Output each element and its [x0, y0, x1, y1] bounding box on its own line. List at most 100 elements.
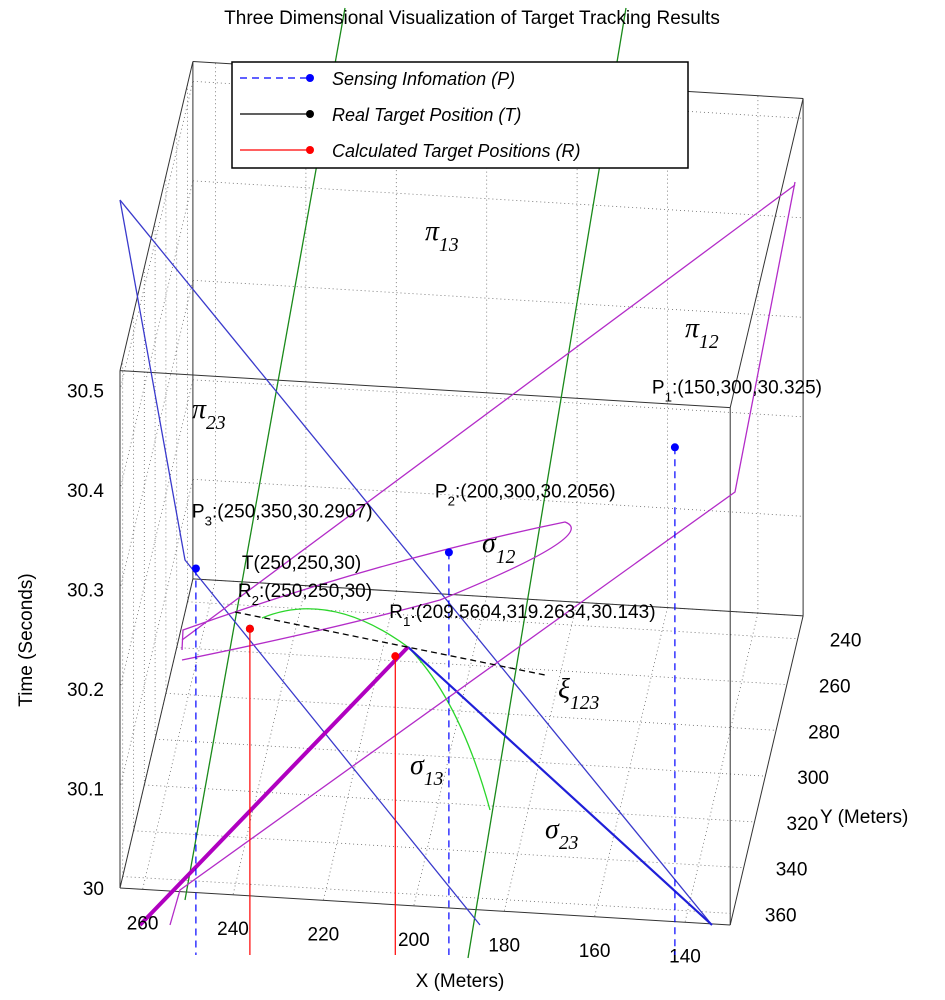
legend-marker — [306, 146, 314, 154]
subscript: 2 — [252, 592, 259, 607]
plane-label: π12 — [685, 313, 719, 353]
point-label: T(250,250,30) — [242, 553, 361, 574]
data-point — [191, 564, 200, 573]
label-part: :(200,300,30.2056) — [455, 481, 616, 502]
axis-box-edge — [192, 578, 804, 617]
label-part: π — [192, 394, 207, 425]
grid-line — [594, 607, 668, 917]
plane-trace — [119, 199, 713, 926]
subscript: 12 — [699, 332, 719, 353]
point-label: R1:(209.5604,319.2634,30.143) — [389, 602, 655, 629]
plane-label: σ13 — [410, 750, 444, 790]
grid-line — [119, 280, 194, 590]
data-point — [444, 548, 453, 557]
label-part: σ — [410, 750, 425, 781]
axis-box-edge — [119, 370, 731, 409]
grid-line — [119, 81, 194, 391]
grid-line — [119, 379, 194, 690]
plane-label: ξ123 — [558, 674, 600, 714]
grid-line — [192, 279, 804, 318]
label-part: π — [685, 313, 700, 344]
grid-line — [119, 180, 194, 491]
subscript: 123 — [570, 693, 600, 714]
plane-label: π23 — [192, 394, 226, 434]
plane-trace — [119, 199, 481, 926]
grid-line — [192, 180, 804, 219]
subscript: 13 — [439, 235, 459, 256]
grid-line — [684, 613, 759, 923]
legend-marker — [306, 74, 314, 82]
subscript: 3 — [205, 513, 212, 528]
z-tick-label: 30.4 — [67, 481, 104, 502]
label-part: ξ — [558, 674, 570, 705]
label-part: :(250,350,30.2907) — [212, 502, 373, 523]
y-axis-label: Y (Meters) — [820, 807, 908, 828]
data-point — [670, 443, 679, 452]
legend-label: Calculated Target Positions (R) — [332, 141, 580, 161]
grid-line — [176, 647, 787, 685]
y-tick-label: 260 — [819, 677, 851, 698]
subscript: 12 — [496, 547, 516, 568]
grid-line — [503, 602, 578, 912]
label-part: (250,250,30) — [254, 553, 362, 574]
z-tick-label: 30.3 — [67, 581, 104, 602]
grid-line — [142, 580, 216, 890]
y-tick-label: 240 — [830, 631, 862, 652]
y-tick-label: 280 — [808, 722, 840, 743]
axis-box-edge — [119, 61, 194, 371]
point-label: R2:(250,250,30) — [238, 581, 372, 608]
intersection-curve — [261, 608, 491, 811]
subscript: 23 — [559, 833, 579, 854]
axis-box-edge — [729, 615, 804, 926]
z-tick-label: 30.1 — [67, 780, 104, 801]
grid-line — [155, 738, 766, 777]
x-axis-label: X (Meters) — [416, 971, 505, 992]
z-tick-label: 30.2 — [67, 680, 104, 701]
subscript: 1 — [403, 614, 410, 629]
label-part: :(250,250,30) — [259, 581, 372, 602]
label-part: σ — [482, 528, 497, 559]
label-part: T — [242, 553, 254, 574]
point-label: P2:(200,300,30.2056) — [435, 481, 616, 508]
label-part: P — [435, 481, 448, 502]
intersection-line — [407, 646, 713, 926]
legend-label: Real Target Position (T) — [332, 105, 521, 125]
plane-trace — [181, 184, 796, 641]
label-part: R — [238, 581, 252, 602]
z-tick-label: 30.5 — [67, 382, 104, 403]
plane-label: σ23 — [545, 814, 579, 854]
y-tick-label: 320 — [787, 814, 819, 835]
axis-box-edge — [729, 98, 804, 408]
x-tick-label: 220 — [308, 924, 340, 945]
x-tick-label: 200 — [398, 930, 430, 951]
data-point — [245, 624, 254, 633]
label-part: π — [425, 216, 440, 247]
y-tick-label: 340 — [776, 860, 808, 881]
grid-line — [413, 596, 488, 906]
plane-trace — [169, 181, 796, 926]
label-part: σ — [545, 814, 560, 845]
intersection-line — [138, 645, 410, 927]
axis-box-edge — [119, 578, 194, 889]
label-part: :(150,300,30.325) — [672, 377, 822, 398]
legend-marker — [306, 110, 314, 118]
label-part: P — [652, 377, 665, 398]
x-tick-label: 240 — [217, 919, 249, 940]
subscript: 2 — [448, 493, 455, 508]
subscript: 13 — [424, 769, 444, 790]
label-part: :(209.5604,319.2634,30.143) — [410, 602, 655, 623]
intersection-line — [234, 611, 546, 676]
z-axis-label: Time (Seconds) — [16, 573, 37, 706]
x-tick-label: 140 — [669, 946, 701, 967]
label-part: P — [192, 502, 205, 523]
grid-line — [122, 876, 733, 914]
data-point — [391, 652, 400, 661]
legend-label: Sensing Infomation (P) — [332, 69, 515, 89]
y-tick-label: 360 — [765, 906, 797, 927]
chart-title: Three Dimensional Visualization of Targe… — [224, 8, 720, 29]
point-label: P1:(150,300,30.325) — [652, 377, 822, 404]
grid-line — [165, 692, 777, 731]
plane-label: σ12 — [482, 528, 516, 568]
y-tick-label: 300 — [797, 768, 829, 789]
